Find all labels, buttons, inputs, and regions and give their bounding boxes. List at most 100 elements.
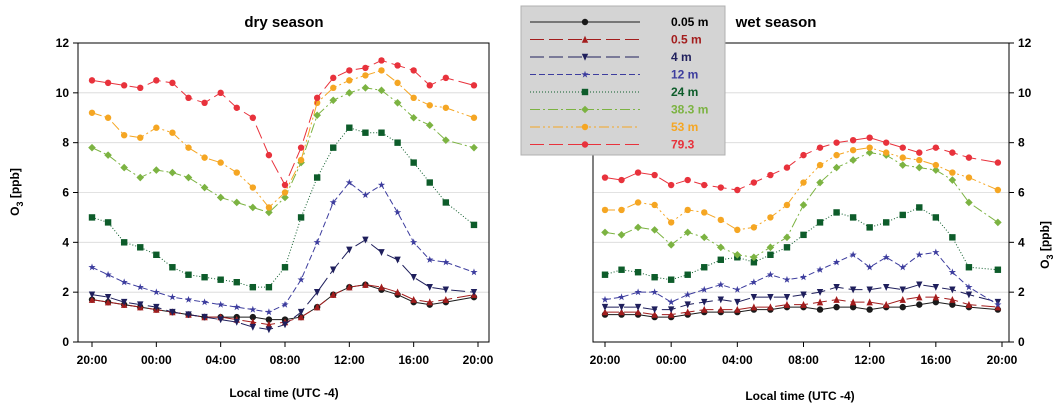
data-point <box>949 169 956 176</box>
data-point <box>832 258 841 266</box>
data-point <box>866 263 874 271</box>
x-tick-label: 00:00 <box>141 353 172 367</box>
series-line <box>605 147 999 231</box>
data-point <box>120 82 128 89</box>
data-point <box>932 248 940 256</box>
data-point <box>932 298 940 306</box>
data-point <box>442 136 450 144</box>
x-tick-label: 12:00 <box>854 353 885 367</box>
data-point <box>362 72 369 79</box>
data-point <box>994 303 1002 311</box>
data-point <box>313 174 321 181</box>
y-axis-label-wet: O3 [ppb] <box>1038 221 1055 269</box>
data-point <box>346 124 353 131</box>
data-point <box>949 234 956 241</box>
series-24-m <box>601 204 1002 283</box>
legend-marker <box>581 70 589 78</box>
data-point <box>313 238 321 246</box>
data-point <box>849 136 857 144</box>
data-point <box>932 293 940 301</box>
data-point <box>948 268 956 276</box>
data-point <box>651 171 658 179</box>
data-point <box>932 214 940 221</box>
x-tick-label: 04:00 <box>722 353 753 367</box>
data-point <box>470 268 478 276</box>
chart-title-wet: wet season <box>735 14 817 31</box>
data-point <box>634 308 642 316</box>
series-group-dry <box>88 57 478 334</box>
data-point <box>394 288 401 296</box>
data-point <box>470 82 478 89</box>
y-tick-label: 4 <box>1018 235 1025 249</box>
data-point <box>783 201 791 209</box>
data-point <box>378 283 385 291</box>
data-point <box>833 295 840 303</box>
x-tick-label: 20:00 <box>987 353 1018 367</box>
data-point <box>330 144 337 151</box>
data-point <box>618 266 625 273</box>
data-point <box>470 288 478 296</box>
series-38-3-m <box>601 148 1002 262</box>
data-point <box>281 181 289 189</box>
data-point <box>169 264 176 271</box>
y-label-main: O <box>1038 260 1052 269</box>
data-point <box>965 300 973 308</box>
data-point <box>816 161 824 169</box>
data-point <box>767 214 774 221</box>
data-point <box>601 174 609 181</box>
data-point <box>200 183 209 192</box>
data-point <box>201 274 208 281</box>
data-point <box>898 161 907 169</box>
data-point <box>750 278 758 286</box>
data-point <box>233 318 240 326</box>
data-point <box>442 258 450 266</box>
data-point <box>601 308 609 316</box>
data-point <box>601 228 609 237</box>
data-point <box>346 283 353 291</box>
data-point <box>120 163 128 172</box>
data-point <box>651 310 658 318</box>
data-point <box>88 263 96 271</box>
data-point <box>378 57 385 64</box>
data-point <box>88 295 96 303</box>
y-label-sub: 3 <box>15 201 25 206</box>
series-line <box>604 251 999 306</box>
data-point <box>217 300 225 308</box>
data-point <box>994 300 1002 308</box>
data-point <box>442 74 450 82</box>
data-point <box>684 206 691 214</box>
data-point <box>330 290 337 298</box>
data-point <box>313 111 321 120</box>
legend-item: 53 m <box>530 120 698 134</box>
legend-label: 0.05 m <box>671 15 708 29</box>
data-point <box>899 144 906 151</box>
data-point <box>601 271 609 278</box>
legend-marker <box>581 53 589 61</box>
data-point <box>362 64 369 72</box>
data-point <box>137 244 144 251</box>
data-point <box>410 274 417 281</box>
data-point <box>634 288 642 296</box>
data-point <box>185 271 192 278</box>
y-tick-label: 8 <box>62 136 69 150</box>
data-point <box>849 250 857 258</box>
data-point <box>330 266 337 274</box>
data-point <box>120 131 128 139</box>
series-line <box>605 296 998 316</box>
data-point <box>651 288 659 296</box>
data-point <box>766 243 775 252</box>
legend-marker <box>581 88 589 96</box>
data-point <box>601 295 609 303</box>
data-point <box>249 313 257 321</box>
data-point <box>800 300 807 308</box>
data-point <box>313 94 321 102</box>
legend-marker <box>581 18 589 26</box>
data-point <box>965 174 973 181</box>
data-point <box>297 308 305 316</box>
data-point <box>265 308 273 316</box>
data-point <box>949 149 956 156</box>
data-point <box>816 298 824 306</box>
data-point <box>700 285 708 293</box>
data-point <box>800 231 807 239</box>
data-point <box>618 303 625 311</box>
